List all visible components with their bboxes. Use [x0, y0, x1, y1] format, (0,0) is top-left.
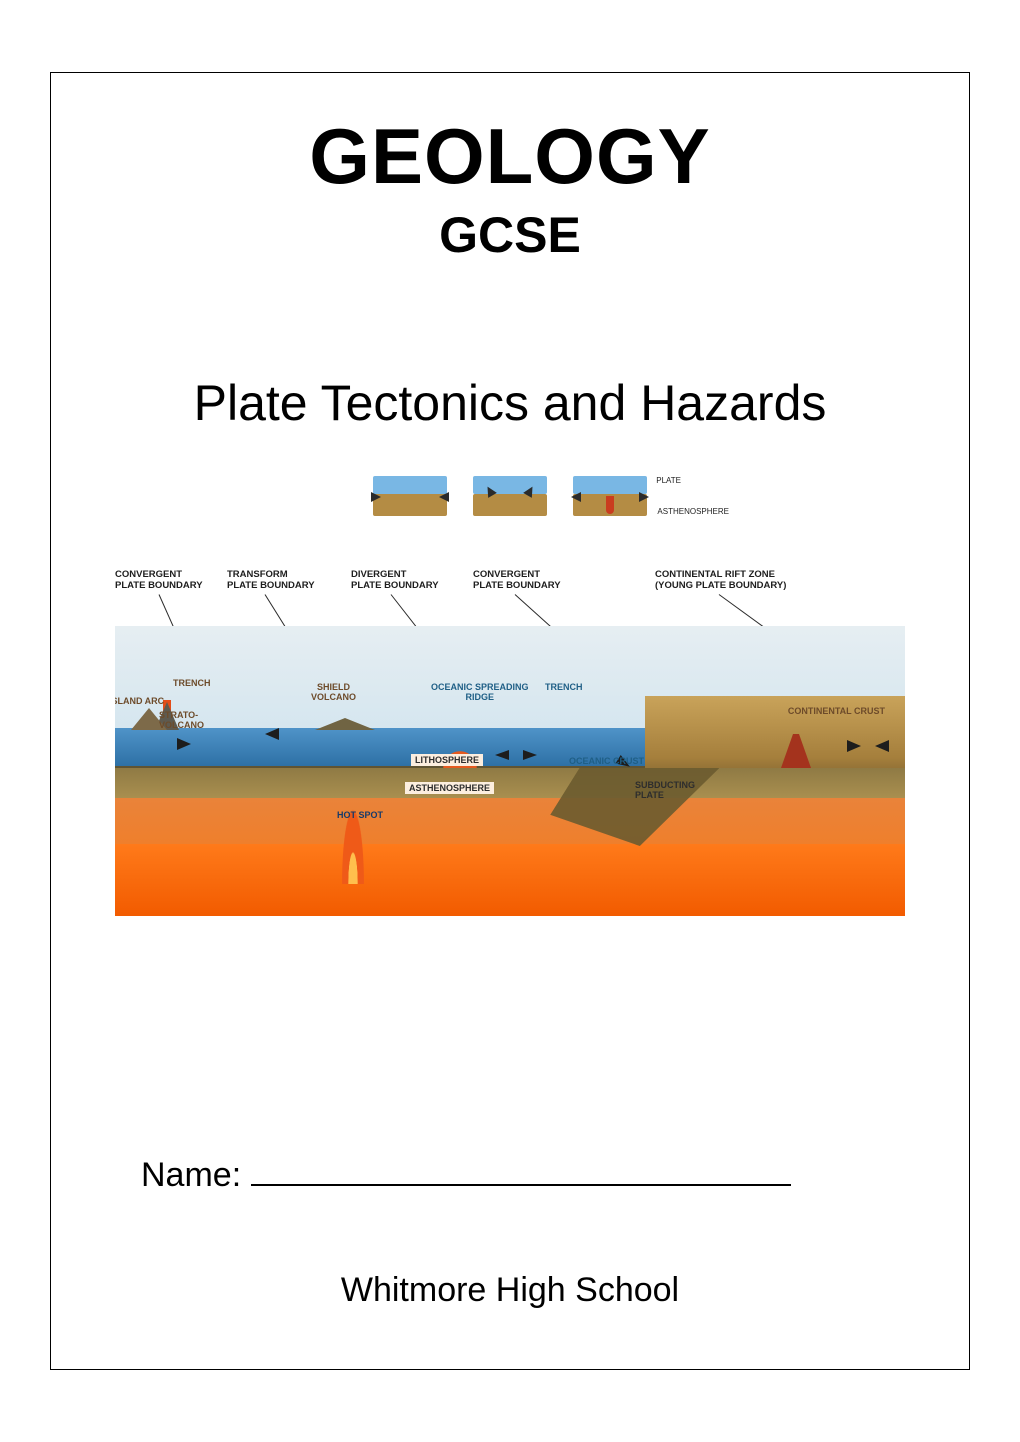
- lbl-hotspot: HOT SPOT: [337, 810, 383, 820]
- lbl-rift-zone: CONTINENTAL RIFT ZONE(YOUNG PLATE BOUNDA…: [655, 570, 786, 592]
- cross-section: TRENCH ISLAND ARC STRATO-VOLCANO SHIELDV…: [115, 626, 905, 916]
- arrow-icon: [847, 740, 861, 752]
- lbl-asthenosphere: ASTHENOSPHERE: [405, 782, 494, 794]
- page-frame: GEOLOGY GCSE Plate Tectonics and Hazards: [50, 72, 970, 1370]
- lbl-shield: SHIELDVOLCANO: [311, 682, 356, 702]
- shield-volcano-shape: [315, 718, 375, 730]
- title-sub: GCSE: [71, 206, 949, 264]
- arrow-icon: [265, 728, 279, 740]
- plate-tectonics-diagram: PLATE ASTHENOSPHERE CONVERGENTPLATE BOUN…: [115, 476, 905, 916]
- mini-plate-label: PLATE: [656, 476, 681, 485]
- mini-convergent-icon: [373, 476, 447, 516]
- arrow-icon: [875, 740, 889, 752]
- lbl-island-arc: ISLAND ARC: [115, 696, 164, 706]
- name-blank-line[interactable]: [251, 1184, 791, 1186]
- mini-legend-row: PLATE ASTHENOSPHERE: [115, 476, 905, 516]
- mini-asth-label: ASTHENOSPHERE: [657, 507, 729, 516]
- lbl-ridge: OCEANIC SPREADINGRIDGE: [431, 682, 529, 702]
- lbl-strato: STRATO-VOLCANO: [159, 711, 204, 730]
- lbl-convergent-2: CONVERGENTPLATE BOUNDARY: [473, 570, 561, 592]
- school-name: Whitmore High School: [71, 1271, 949, 1310]
- lbl-oceanic-crust: OCEANIC CRUST: [569, 756, 644, 766]
- layer-deep-mantle: [115, 844, 905, 916]
- arrow-icon: [177, 738, 191, 750]
- layer-asthenosphere: [115, 798, 905, 844]
- layer-ocean: [115, 728, 645, 768]
- subject-title: Plate Tectonics and Hazards: [71, 374, 949, 432]
- title-main: GEOLOGY: [71, 111, 949, 202]
- lbl-trench-left: TRENCH: [173, 678, 211, 688]
- hotspot-plume: [335, 764, 371, 884]
- lbl-divergent: DIVERGENTPLATE BOUNDARY: [351, 570, 439, 592]
- mini-divergent-icon: PLATE ASTHENOSPHERE: [573, 476, 647, 516]
- lbl-convergent-1: CONVERGENTPLATE BOUNDARY: [115, 570, 203, 592]
- arrow-icon: [495, 750, 509, 760]
- lbl-trench-right: TRENCH: [545, 682, 583, 692]
- mini-transform-icon: [473, 476, 547, 516]
- lbl-continental-crust: CONTINENTAL CRUST: [788, 706, 885, 716]
- name-row: Name:: [71, 1156, 949, 1195]
- lbl-lithosphere: LITHOSPHERE: [411, 754, 483, 766]
- name-label: Name:: [141, 1156, 241, 1195]
- diagram-container: PLATE ASTHENOSPHERE CONVERGENTPLATE BOUN…: [71, 476, 949, 916]
- lbl-transform: TRANSFORMPLATE BOUNDARY: [227, 570, 315, 592]
- layer-lithosphere: [115, 768, 905, 798]
- lbl-subducting: SUBDUCTINGPLATE: [635, 781, 695, 800]
- arrow-icon: [523, 750, 537, 760]
